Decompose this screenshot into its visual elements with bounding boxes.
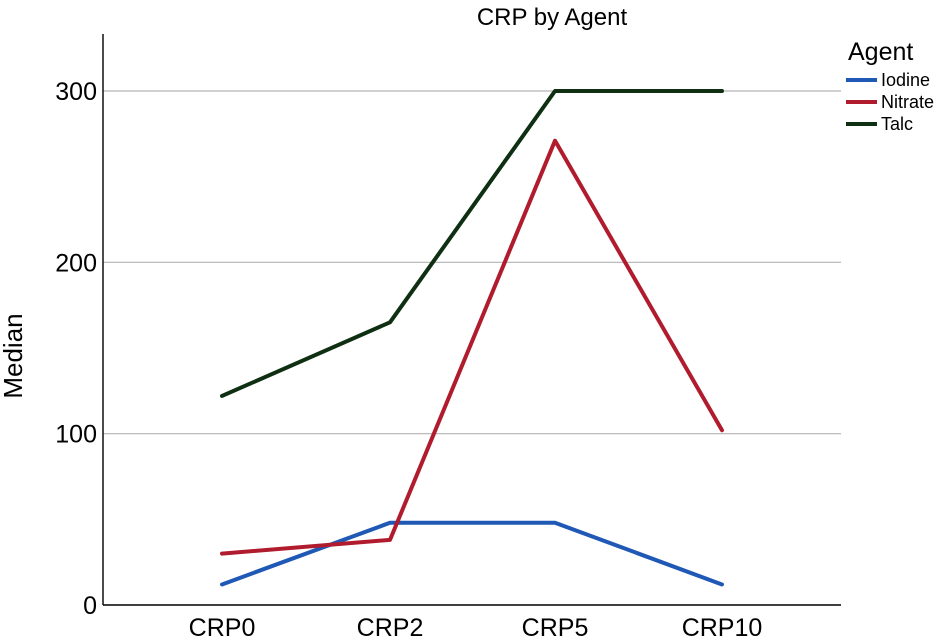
y-tick-label: 100 bbox=[55, 421, 97, 449]
series-line-talc bbox=[220, 89, 724, 398]
x-tick-label: CRP0 bbox=[189, 614, 256, 640]
legend-label: Talc bbox=[881, 114, 913, 134]
x-tick-label: CRP2 bbox=[357, 614, 424, 640]
legend-title: Agent bbox=[848, 38, 913, 66]
legend-label: Iodine bbox=[881, 70, 930, 90]
x-tick-label: CRP10 bbox=[682, 614, 763, 640]
legend-item-talc: Talc bbox=[846, 114, 913, 134]
series-line-iodine bbox=[220, 520, 724, 587]
y-tick-labels: 0 100 200 300 bbox=[55, 78, 97, 620]
legend-item-nitrate: Nitrate bbox=[846, 92, 934, 112]
x-tick-labels: CRP0 CRP2 CRP5 CRP10 bbox=[189, 614, 763, 640]
y-tick-label: 200 bbox=[55, 249, 97, 277]
gridlines bbox=[103, 90, 841, 435]
legend-item-iodine: Iodine bbox=[846, 70, 930, 90]
y-axis-label: Median bbox=[0, 313, 28, 398]
legend-label: Nitrate bbox=[881, 92, 934, 112]
chart-title: CRP by Agent bbox=[477, 4, 628, 31]
y-tick-label: 300 bbox=[55, 78, 97, 106]
y-tick-label: 0 bbox=[83, 592, 97, 620]
x-tick-label: CRP5 bbox=[522, 614, 589, 640]
series-line-nitrate bbox=[220, 138, 724, 556]
series-lines bbox=[220, 89, 724, 587]
axes bbox=[102, 34, 841, 606]
